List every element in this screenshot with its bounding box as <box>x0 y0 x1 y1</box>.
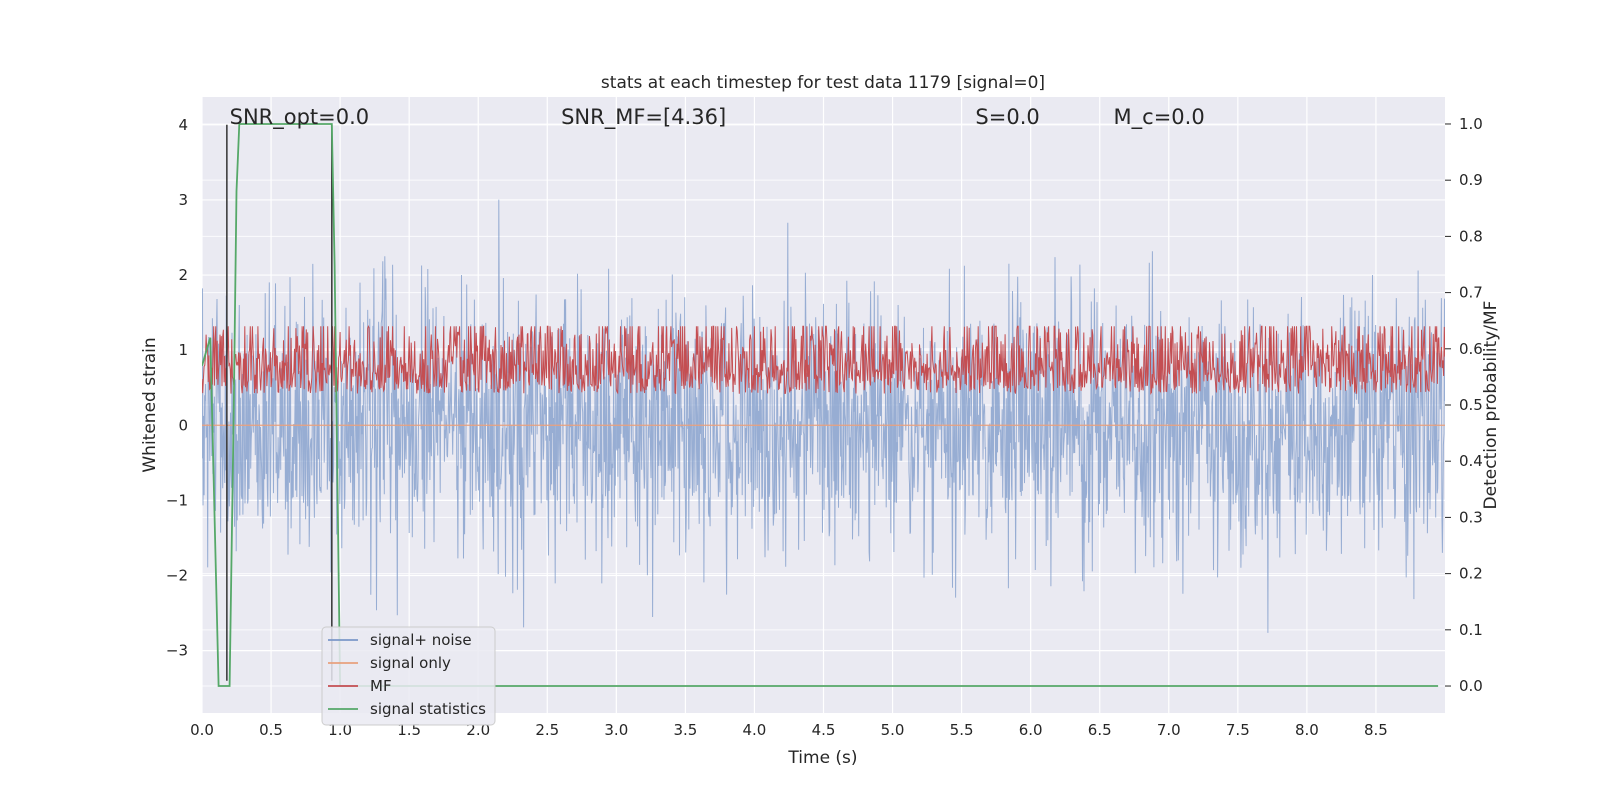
x-tick-label: 6.0 <box>1019 721 1043 739</box>
y-left-tick-label: 1 <box>178 341 188 359</box>
x-axis-label: Time (s) <box>787 748 857 768</box>
y-left-tick-labels: 4 3 2 1 0 −1 −2 −3 <box>166 116 188 660</box>
x-tick-label: 4.5 <box>812 721 836 739</box>
x-tick-label: 0.5 <box>259 721 283 739</box>
y-right-tick-label: 0.7 <box>1459 284 1483 302</box>
x-tick-label: 2.5 <box>535 721 559 739</box>
y-left-tick-label: −3 <box>166 642 188 660</box>
annotations: SNR_opt=0.0 SNR_MF=[4.36] S=0.0 M_c=0.0 <box>230 105 1205 130</box>
annotation-s-value: S=0.0 <box>975 105 1039 129</box>
annotation-mc-value: M_c=0.0 <box>1114 105 1205 130</box>
y-left-tick-label: 4 <box>178 116 188 134</box>
legend-box <box>321 626 496 726</box>
legend-label: signal only <box>370 654 451 672</box>
y-right-tick-label: 0.2 <box>1459 565 1483 583</box>
x-tick-label: 5.0 <box>881 721 905 739</box>
y-right-tick-label: 0.1 <box>1459 621 1483 639</box>
y-right-tick-label: 0.9 <box>1459 171 1483 189</box>
y-right-tick-label: 0.8 <box>1459 227 1483 245</box>
y-left-tick-label: −1 <box>166 491 188 509</box>
legend: signal+ noise signal only MF signal statist… <box>321 626 496 726</box>
y-right-tick-label: 0.6 <box>1459 340 1483 358</box>
annotation-snr-opt: SNR_opt=0.0 <box>230 105 370 130</box>
chart-title: stats at each timestep for test data 117… <box>601 73 1045 93</box>
x-tick-label: 5.5 <box>950 721 974 739</box>
y-left-tick-label: −2 <box>166 567 188 585</box>
legend-label: signal statistics <box>370 700 486 718</box>
legend-label: signal+ noise <box>370 631 472 649</box>
x-tick-label: 8.5 <box>1364 721 1388 739</box>
y-right-tick-labels: 1.0 0.9 0.8 0.7 0.6 0.5 0.4 0.3 0.2 0.1 0.0 <box>1459 115 1483 695</box>
y-right-tick-label: 0.0 <box>1459 677 1483 695</box>
x-tick-label: 0.0 <box>190 721 214 739</box>
x-tick-label: 8.0 <box>1295 721 1319 739</box>
series-signal-noise <box>202 199 1445 633</box>
x-tick-label: 4.0 <box>743 721 767 739</box>
y-right-axis-label: Detection probability/MF <box>1481 301 1501 510</box>
x-tick-label: 7.5 <box>1226 721 1250 739</box>
y-right-tick-label: 1.0 <box>1459 115 1483 133</box>
x-tick-label: 7.0 <box>1157 721 1181 739</box>
y-left-axis-label: Whitened strain <box>140 337 160 472</box>
legend-label: MF <box>370 677 392 695</box>
y-right-tick-label: 0.4 <box>1459 452 1483 470</box>
x-tick-label: 3.5 <box>673 721 697 739</box>
x-tick-label: 6.5 <box>1088 721 1112 739</box>
y-right-tick-label: 0.3 <box>1459 508 1483 526</box>
y-left-tick-label: 0 <box>178 416 188 434</box>
x-tick-label: 3.0 <box>604 721 628 739</box>
series-markers <box>226 124 333 681</box>
y-right-tick-label: 0.5 <box>1459 396 1483 414</box>
y-left-tick-label: 3 <box>178 191 188 209</box>
y-left-tick-label: 2 <box>178 266 188 284</box>
annotation-snr-mf: SNR_MF=[4.36] <box>561 105 726 130</box>
series-mf <box>202 324 1445 395</box>
